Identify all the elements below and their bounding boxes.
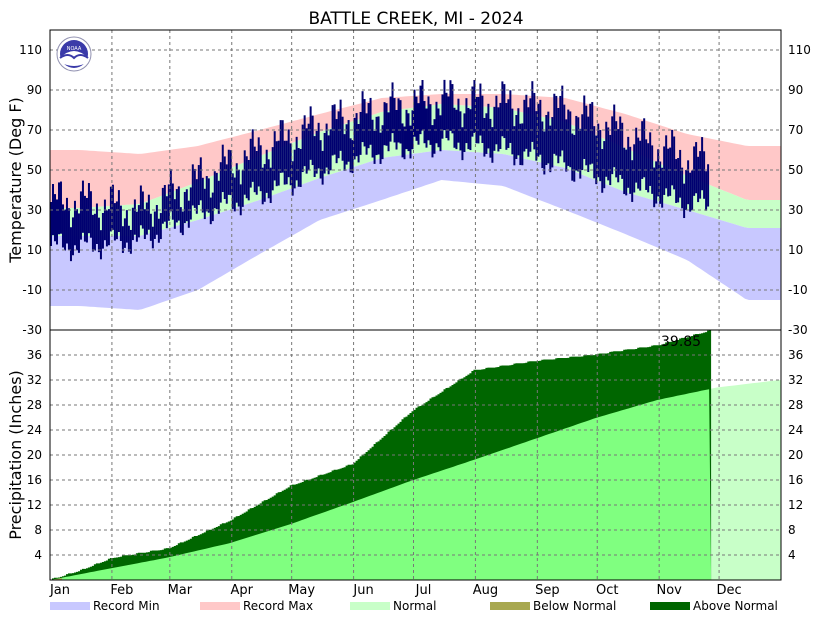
normal-precip-remaining-area — [709, 380, 781, 580]
precip-tick-label-left: 4 — [34, 548, 42, 562]
precip-tick-label-left: 12 — [27, 498, 42, 512]
temp-tick-label-right: 10 — [788, 243, 803, 257]
precip-tick-label-right: 20 — [788, 448, 803, 462]
month-label: May — [288, 583, 315, 598]
month-label: Jun — [352, 583, 373, 598]
legend-label: Normal — [393, 599, 436, 613]
month-label: Mar — [168, 583, 193, 598]
legend-label: Record Max — [243, 599, 313, 613]
temperature-y-ticks-left: 110 90 70 50 30 10 -10 -30 — [19, 43, 42, 337]
temp-tick-label-left: -30 — [22, 323, 42, 337]
precip-tick-label-right: 16 — [788, 473, 803, 487]
precipitation-y-ticks-left: 36 32 28 24 20 16 12 8 4 — [27, 348, 42, 562]
temp-tick-label-right: -30 — [788, 323, 808, 337]
legend-swatch — [200, 602, 240, 610]
legend-swatch — [490, 602, 530, 610]
temperature-y-axis-label: Temperature (Deg F) — [6, 97, 25, 264]
precip-tick-label-right: 28 — [788, 398, 803, 412]
precipitation-total-annotation: 39.85 — [661, 334, 701, 350]
temp-tick-label-right: 110 — [788, 43, 811, 57]
precip-tick-label-right: 4 — [788, 548, 796, 562]
month-axis-labels: Jan Feb Mar Apr May Jun Jul Aug Sep Oct Nov Dec — [49, 583, 742, 598]
legend-swatch — [50, 602, 90, 610]
precipitation-y-ticks-right: 36 32 28 24 20 16 12 8 4 — [788, 348, 803, 562]
month-label: Jan — [49, 583, 70, 598]
month-label: Nov — [656, 583, 682, 598]
temp-tick-label-left: 90 — [27, 83, 42, 97]
precip-tick-label-left: 36 — [27, 348, 42, 362]
month-label: Aug — [473, 583, 498, 598]
temp-tick-label-left: 10 — [27, 243, 42, 257]
precip-tick-label-left: 32 — [27, 373, 42, 387]
legend-swatch — [650, 602, 690, 610]
temp-tick-label-left: 110 — [19, 43, 42, 57]
temp-tick-label-right: 70 — [788, 123, 803, 137]
precipitation-gridlines — [50, 330, 781, 580]
legend-label: Record Min — [93, 599, 160, 613]
legend-label: Below Normal — [533, 599, 616, 613]
chart-title: BATTLE CREEK, MI - 2024 — [308, 9, 523, 29]
month-label: Oct — [596, 583, 618, 598]
temp-tick-label-right: 30 — [788, 203, 803, 217]
precipitation-y-axis-label: Precipitation (Inches) — [6, 370, 25, 540]
precip-tick-label-right: 12 — [788, 498, 803, 512]
normal-precip-area — [50, 389, 712, 580]
precip-tick-label-left: 8 — [34, 523, 42, 537]
precip-tick-label-right: 32 — [788, 373, 803, 387]
month-label: Sep — [535, 583, 560, 598]
temp-tick-label-right: -10 — [788, 283, 808, 297]
precip-tick-label-right: 8 — [788, 523, 796, 537]
month-label: Dec — [717, 583, 742, 598]
temperature-y-ticks-right: 110 90 70 50 30 10 -10 -30 — [788, 43, 811, 337]
observed-temperature-series — [49, 79, 710, 262]
precip-tick-label-right: 24 — [788, 423, 803, 437]
precipitation-panel — [49, 329, 782, 581]
legend-label: Above Normal — [693, 599, 778, 613]
temp-tick-label-left: 30 — [27, 203, 42, 217]
record-min-band — [50, 150, 781, 310]
record-max-band — [50, 94, 781, 208]
temp-tick-label-right: 90 — [788, 83, 803, 97]
temperature-panel — [49, 29, 782, 331]
precip-tick-label-left: 24 — [27, 423, 42, 437]
legend: Record Min Record Max Normal Below Normal Ab… — [50, 599, 778, 613]
legend-swatch — [350, 602, 390, 610]
temp-tick-label-right: 50 — [788, 163, 803, 177]
precip-tick-label-left: 28 — [27, 398, 42, 412]
noaa-logo-text: NOAA — [67, 46, 82, 52]
precip-tick-label-right: 36 — [788, 348, 803, 362]
temp-tick-label-left: -10 — [22, 283, 42, 297]
month-label: Feb — [110, 583, 133, 598]
precip-tick-label-left: 16 — [27, 473, 42, 487]
month-label: Apr — [231, 583, 254, 598]
temp-tick-label-left: 70 — [27, 123, 42, 137]
month-label: Jul — [415, 583, 432, 598]
precip-tick-label-left: 20 — [27, 448, 42, 462]
precipitation-frame — [49, 329, 782, 581]
noaa-logo: NOAA — [56, 36, 92, 72]
temp-tick-label-left: 50 — [27, 163, 42, 177]
